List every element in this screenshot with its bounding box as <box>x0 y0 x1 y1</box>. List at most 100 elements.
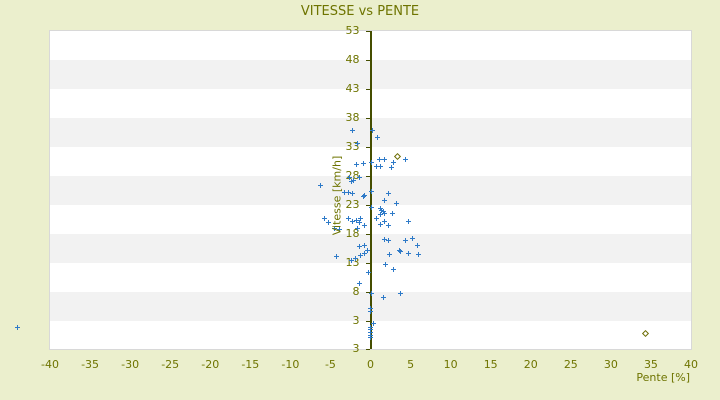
data-point <box>406 218 412 224</box>
chart-title: VITESSE vs PENTE <box>300 4 420 19</box>
y-tick <box>365 349 370 350</box>
data-point <box>375 134 381 140</box>
data-point <box>403 156 409 162</box>
data-point <box>373 216 379 222</box>
y-axis-line <box>369 31 372 349</box>
data-point <box>360 161 366 167</box>
data-point <box>356 281 362 287</box>
data-point <box>348 257 354 263</box>
y-tick-label: 18 <box>345 227 360 240</box>
data-point <box>368 290 374 296</box>
data-point <box>356 174 362 180</box>
data-point <box>355 141 361 147</box>
data-point <box>416 252 422 258</box>
data-point <box>405 250 411 256</box>
data-point <box>387 252 393 258</box>
data-point <box>356 220 362 226</box>
data-point <box>356 243 362 249</box>
data-point <box>398 249 404 255</box>
data-point <box>379 207 385 213</box>
data-point <box>317 182 323 188</box>
data-point <box>385 238 391 244</box>
y-tick <box>365 31 370 32</box>
data-point <box>393 200 399 206</box>
y-tick-label: 28 <box>345 169 360 182</box>
data-point <box>380 209 386 215</box>
data-point <box>333 253 339 259</box>
data-point <box>361 223 367 229</box>
y-tick <box>365 176 370 177</box>
y-tick <box>365 321 370 322</box>
data-point <box>385 223 391 229</box>
x-tick-label: 30 <box>603 358 618 371</box>
data-point <box>397 290 403 296</box>
x-tick-label: -10 <box>281 358 300 371</box>
data-point <box>358 252 364 258</box>
y-tick <box>365 205 370 206</box>
y-tick-label: 48 <box>345 53 360 66</box>
data-point <box>348 178 354 184</box>
x-tick-label: -15 <box>241 358 260 371</box>
data-point <box>364 247 370 253</box>
data-point <box>346 216 352 222</box>
data-point <box>341 190 347 196</box>
data-point <box>336 226 342 232</box>
y-tick <box>365 234 370 235</box>
y-tick-label: 43 <box>345 82 360 95</box>
data-point <box>381 157 387 163</box>
data-point <box>366 270 372 276</box>
plot-area: 53 48 43 38 33 28 23 18 13 8 3 3 -40 -35 -30 -25 -20 -15-… <box>15 25 698 371</box>
x-tick-label: -20 <box>201 358 220 371</box>
x-tick-label: -30 <box>121 358 140 371</box>
data-point <box>352 256 358 262</box>
x-tick-label: -25 <box>161 358 180 371</box>
x-tick-label: 15 <box>483 358 498 371</box>
y-tick <box>365 292 370 293</box>
data-point <box>321 216 327 222</box>
y-axis-title: Vitesse [km/h] <box>330 155 344 236</box>
data-point <box>354 162 360 168</box>
data-point <box>360 194 366 200</box>
data-point <box>368 326 373 332</box>
y-tick-label: 8 <box>352 285 360 298</box>
data-point <box>331 225 337 231</box>
y-tick-label: 13 <box>345 256 360 269</box>
data-point <box>396 248 402 254</box>
data-point <box>368 188 374 194</box>
data-point <box>368 306 373 312</box>
y-tick <box>365 89 370 90</box>
data-point <box>15 325 21 331</box>
x-tick-label: 40 <box>684 358 698 371</box>
data-point <box>368 334 373 340</box>
data-point <box>368 205 374 211</box>
data-point <box>362 192 368 198</box>
data-point <box>351 177 357 183</box>
x-tick-label: -5 <box>324 358 336 371</box>
y-tick-label: 3 <box>352 342 360 355</box>
data-point <box>355 226 361 232</box>
data-point <box>391 159 397 165</box>
y-tick-label: 33 <box>345 140 360 153</box>
data-point <box>391 267 397 273</box>
y-tick-label: 3 <box>352 314 360 327</box>
data-point <box>325 220 331 226</box>
data-point <box>380 294 386 300</box>
data-point <box>358 216 364 222</box>
data-point <box>371 320 377 326</box>
x-tick-label: 0 <box>367 358 374 371</box>
x-tick-label: 5 <box>407 358 415 371</box>
x-tick-label: 35 <box>643 358 658 371</box>
data-point <box>350 191 356 197</box>
data-point <box>378 221 384 227</box>
data-point <box>373 164 379 170</box>
data-point <box>369 127 375 133</box>
data-point <box>385 191 391 197</box>
x-axis-title: Pente [%] <box>636 371 690 384</box>
data-point <box>410 235 416 241</box>
data-point <box>378 164 384 170</box>
data-point <box>378 211 384 217</box>
data-point <box>382 198 388 204</box>
y-tick <box>365 118 370 119</box>
y-tick <box>365 147 370 148</box>
